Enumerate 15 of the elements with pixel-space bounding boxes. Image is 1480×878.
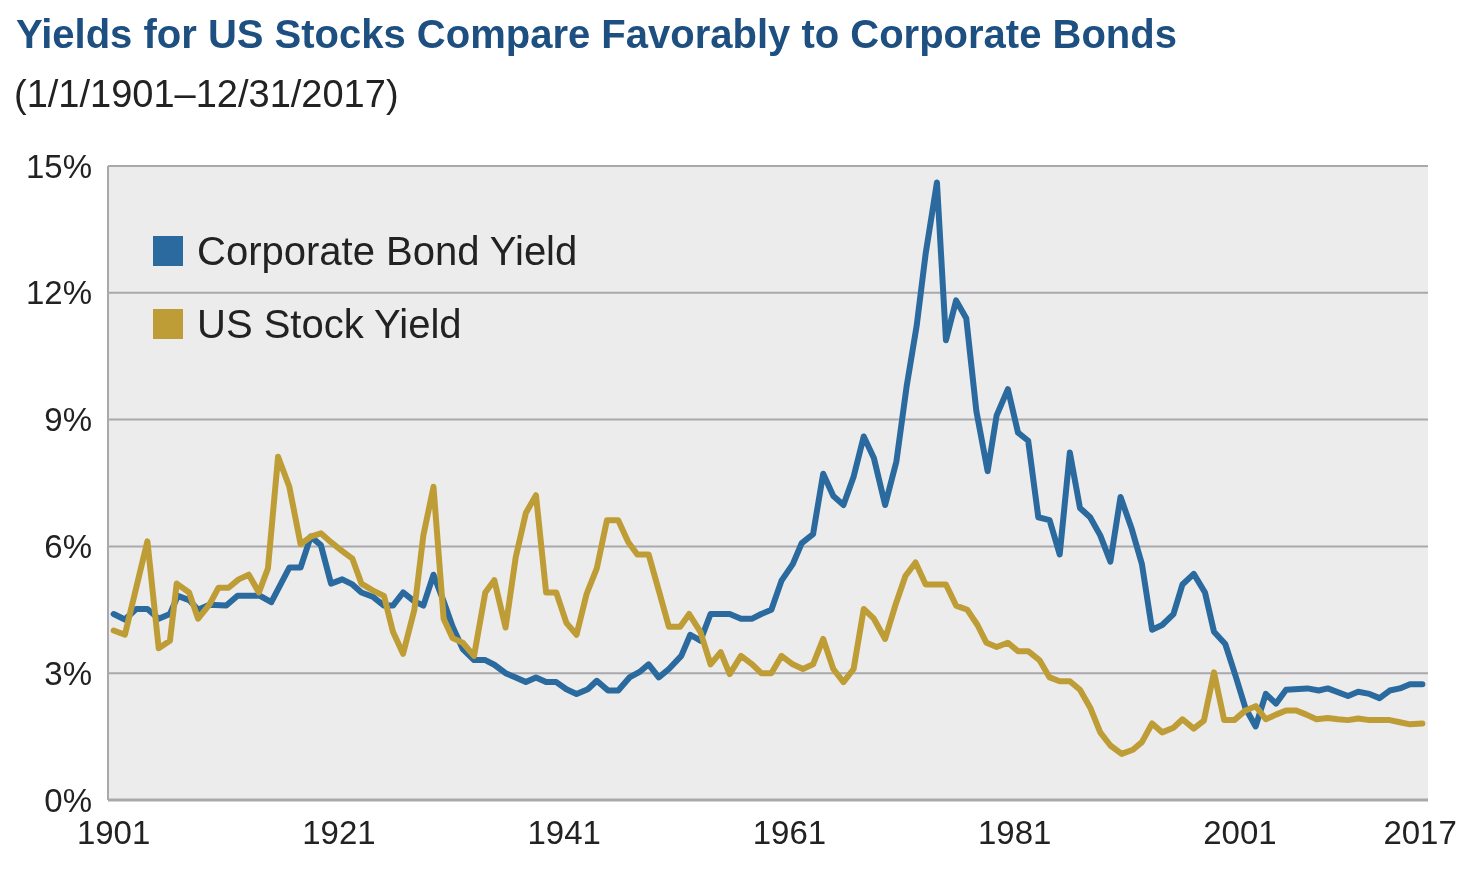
x-tick-label: 1921 bbox=[302, 814, 376, 851]
chart-title: Yields for US Stocks Compare Favorably to Corporate Bonds bbox=[16, 12, 1177, 56]
y-tick-label: 12% bbox=[25, 274, 92, 312]
legend-label: US Stock Yield bbox=[197, 302, 462, 346]
y-tick-label: 3% bbox=[44, 654, 92, 692]
y-tick-label: 9% bbox=[44, 401, 92, 439]
x-tick-label: 2001 bbox=[1203, 814, 1277, 851]
y-tick-label: 15% bbox=[25, 147, 92, 185]
x-tick-label: 2017 bbox=[1383, 814, 1457, 851]
chart-subtitle: (1/1/1901–12/31/2017) bbox=[14, 73, 399, 115]
y-tick-label: 6% bbox=[44, 527, 92, 565]
x-tick-label: 1941 bbox=[527, 814, 601, 851]
legend-label: Corporate Bond Yield bbox=[197, 229, 578, 273]
x-tick-label: 1981 bbox=[977, 814, 1052, 851]
x-tick-label: 1961 bbox=[752, 814, 827, 851]
